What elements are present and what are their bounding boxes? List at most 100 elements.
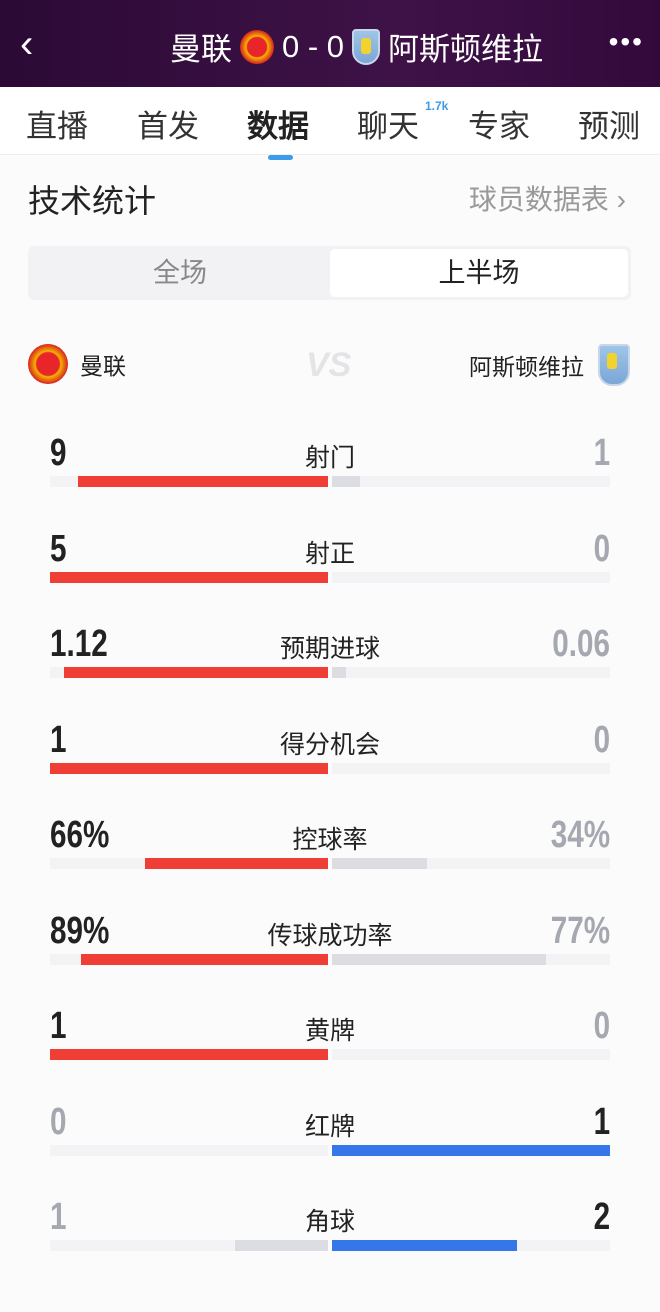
home-bar-fill [144,858,328,869]
home-bar-fill [64,667,328,678]
home-bar-fill [80,953,328,965]
stat-row: 1 角球 2 [0,1196,660,1312]
home-bar-track [50,667,328,678]
back-chevron-icon[interactable]: ‹ [20,22,34,66]
home-bar-fill [235,1240,328,1251]
home-stat-value: 1 [50,1005,67,1047]
away-bar-fill [332,1144,610,1156]
stat-label: 预期进球 [279,635,380,663]
away-stat-value: 1 [593,1100,610,1143]
away-bar-track [332,571,610,583]
stat-row: 1 黄牌 0 [0,1005,660,1121]
tab-label: 直播 [26,109,88,144]
stat-row: 1.12 预期进球 0.06 [0,623,660,739]
home-bar-fill [50,1049,328,1060]
tab-bar: 直播 首发 数据 聊天 1.7k 专家 预测 [0,87,660,160]
home-bar-track [50,1144,328,1156]
away-bar-track [332,667,610,678]
home-stat-value: 9 [50,432,67,474]
away-bar-fill [332,858,427,869]
tab-label: 首发 [137,109,199,144]
tab-chat[interactable]: 聊天 1.7k [357,99,448,146]
home-bar-track [50,1049,328,1060]
away-team-label: 阿斯顿维拉 [469,354,584,380]
stat-row: 89% 传球成功率 77% [0,910,660,1026]
away-stat-value: 0.06 [552,623,610,665]
home-bar-track [50,476,328,487]
man-utd-crest-icon [28,344,68,384]
period-full-match[interactable]: 全场 [153,258,207,288]
away-bar-fill [332,476,360,487]
period-toggle: 全场 上半场 [28,246,631,300]
home-stat-value: 1.12 [50,623,108,665]
man-utd-crest-icon [240,29,274,64]
away-stat-value: 0 [593,718,610,761]
home-bar-track [50,953,328,965]
home-stat-value: 89% [50,909,110,952]
tab-live[interactable]: 直播 [26,101,88,146]
match-score: 曼联 0 - 0 阿斯顿维拉 [170,24,543,69]
home-team-label: 曼联 [80,353,126,379]
home-stat-value: 1 [50,1196,67,1238]
tab-label: 专家 [468,109,530,144]
stat-label: 黄牌 [304,1017,355,1045]
stat-label: 控球率 [292,826,368,854]
home-stat-value: 5 [50,527,67,570]
away-stat-value: 2 [593,1196,610,1238]
stat-row: 0 红牌 1 [0,1101,660,1217]
away-stat-value: 34% [550,814,610,856]
home-stat-value: 0 [50,1100,67,1143]
stat-label: 传球成功率 [267,921,393,950]
home-bar-fill [77,476,328,487]
section-title: 技术统计 [28,183,157,219]
match-header: ‹ 曼联 0 - 0 阿斯顿维拉 ••• [0,0,660,87]
tab-label: 聊天 [357,109,419,144]
away-bar-track [332,476,610,487]
vs-logo: VS [306,346,352,384]
tab-lineup[interactable]: 首发 [137,101,199,146]
stat-label: 红牌 [304,1112,355,1141]
stat-row: 66% 控球率 34% [0,814,660,930]
stat-label: 得分机会 [279,730,380,759]
away-bar-track [332,762,610,774]
tab-label: 预测 [578,109,640,144]
tab-data[interactable]: 数据 [247,101,309,160]
tab-label: 数据 [247,109,309,144]
tab-experts[interactable]: 专家 [468,101,530,146]
stat-row: 1 得分机会 0 [0,719,660,835]
tab-predict[interactable]: 预测 [578,101,640,146]
more-ellipsis-icon[interactable]: ••• [608,26,644,57]
player-stats-link[interactable]: 球员数据表 › [468,184,626,215]
stat-label: 角球 [304,1208,355,1236]
stat-label: 射门 [304,444,355,472]
away-bar-fill [332,953,547,965]
away-bar-fill [332,667,347,678]
stat-label: 射正 [304,539,355,568]
home-stat-value: 1 [50,718,67,761]
away-stat-value: 0 [593,527,610,570]
home-team: 曼联 [28,344,126,384]
period-first-half[interactable]: 上半场 [330,249,628,297]
home-bar-fill [50,571,328,583]
score: 0 - 0 [282,28,345,64]
home-team-name: 曼联 [170,32,232,67]
stat-row: 5 射正 0 [0,528,660,644]
away-team: 阿斯顿维拉 [469,344,630,386]
home-bar-fill [50,762,328,774]
away-bar-fill [332,1240,518,1251]
away-bar-track [332,858,610,869]
away-bar-track [332,953,610,965]
away-stat-value: 1 [593,432,610,474]
aston-villa-crest-icon [352,28,381,65]
away-stat-value: 77% [550,909,610,952]
chat-count-badge: 1.7k [425,99,449,113]
home-bar-track [50,858,328,869]
aston-villa-crest-icon [598,344,630,386]
away-bar-track [332,1240,610,1251]
away-bar-track [332,1049,610,1060]
active-tab-indicator [268,155,293,160]
home-bar-track [50,762,328,774]
away-stat-value: 0 [593,1005,610,1047]
away-team-name: 阿斯顿维拉 [388,32,544,67]
home-bar-track [50,1240,328,1251]
